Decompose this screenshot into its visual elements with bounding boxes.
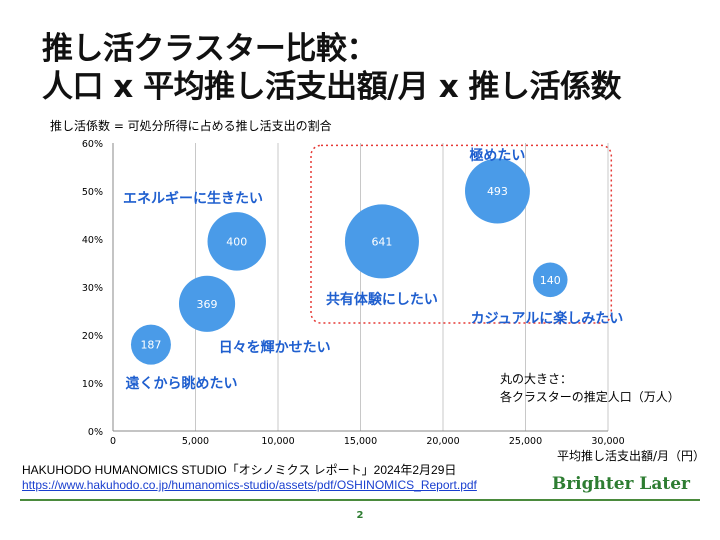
x-tick-label: 20,000 (426, 436, 459, 447)
slide-title: 推し活クラスター比較： 人口 x 平均推し活支出額/月 x 推し活係数 (42, 30, 702, 106)
size-note-desc: 各クラスターの推定人口（万人） (500, 389, 680, 404)
bubble-chart: 推し活係数 = 可処分所得に占める推し活支出の割合 0 5,000 10,000 15,… (50, 118, 705, 463)
slide-title-line1: 推し活クラスター比較： (42, 31, 377, 67)
source-citation: HAKUHODO HUMANOMICS STUDIO「オシノミクス レポート」2… (22, 463, 457, 477)
cluster-label: カジュアルに楽しみたい (471, 310, 624, 327)
cluster-label: 遠くから眺めたい (125, 375, 237, 392)
y-tick-label: 10% (82, 379, 103, 390)
page-number: 2 (356, 510, 364, 521)
cluster-label: 共有体験にしたい (326, 291, 438, 308)
brand-logo: Brighter Later (551, 474, 690, 494)
cluster-label: 日々を輝かせたい (219, 339, 331, 356)
bubble (532, 262, 568, 298)
bubble-value-label: 493 (487, 185, 508, 198)
x-tick-label: 10,000 (261, 436, 294, 447)
footer-divider (20, 499, 700, 501)
y-tick-label: 20% (82, 331, 103, 342)
bubble (207, 212, 266, 271)
y-tick-label: 60% (82, 139, 103, 150)
cluster-label: エネルギーに生きたい (123, 190, 263, 207)
x-tick-label: 5,000 (182, 436, 209, 447)
y-tick-label: 50% (82, 187, 103, 198)
highlight-region (310, 144, 613, 324)
bubble-value-label: 369 (197, 298, 218, 311)
x-tick-label: 25,000 (509, 436, 542, 447)
x-axis-title: 平均推し活支出額/月（円） (557, 449, 705, 463)
bubble (130, 324, 171, 365)
x-tick-label: 15,000 (344, 436, 377, 447)
cluster-label: 極めたい (469, 147, 525, 164)
slide-title-line2: 人口 x 平均推し活支出額/月 x 推し活係数 (42, 69, 621, 105)
bubble-value-label: 400 (226, 235, 247, 248)
bubble-value-label: 641 (371, 235, 392, 248)
y-tick-label: 0% (88, 427, 103, 438)
bubble-value-label: 140 (540, 274, 561, 287)
x-tick-label: 0 (110, 436, 116, 447)
bubble (465, 158, 530, 224)
y-tick-label: 30% (82, 283, 103, 294)
bubble-value-label: 187 (140, 339, 161, 352)
y-axis-title: 推し活係数 = 可処分所得に占める推し活支出の割合 (50, 118, 332, 133)
size-note-title: 丸の大きさ： (500, 372, 572, 386)
report-link[interactable]: https://www.hakuhodo.co.jp/humanomics-st… (22, 478, 477, 492)
bubble (344, 204, 419, 279)
y-tick-label: 40% (82, 235, 103, 246)
x-tick-label: 30,000 (591, 436, 624, 447)
bubble (178, 275, 236, 332)
